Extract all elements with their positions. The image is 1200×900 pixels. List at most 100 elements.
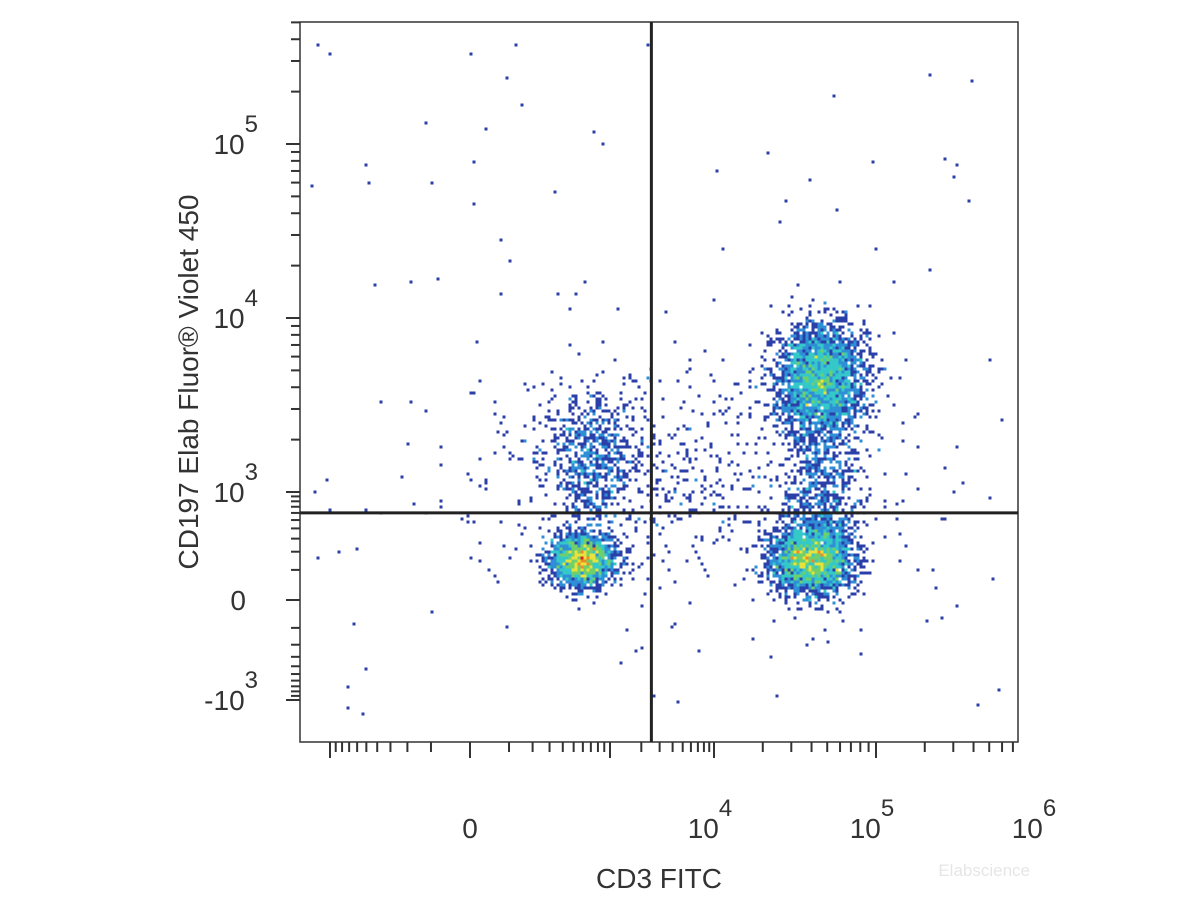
event-dot — [841, 526, 845, 530]
event-dot — [790, 544, 794, 548]
event-dot — [775, 529, 779, 533]
event-dot — [676, 379, 680, 383]
event-dot — [631, 508, 635, 512]
x-tick-label-base: 10 — [850, 813, 881, 844]
event-dot — [784, 589, 788, 593]
event-dot — [793, 433, 797, 437]
event-dot — [769, 583, 773, 587]
event-dot — [535, 466, 539, 470]
event-dot — [577, 415, 581, 419]
event-dot — [808, 469, 812, 473]
event-dot — [856, 340, 860, 344]
event-dot — [820, 607, 824, 611]
event-dot — [820, 382, 824, 386]
event-dot — [625, 403, 629, 407]
event-dot — [685, 370, 689, 374]
event-dot — [841, 520, 845, 524]
event-dot — [847, 346, 851, 350]
event-dot — [841, 541, 845, 545]
event-dot — [736, 421, 740, 425]
event-dot — [553, 565, 557, 569]
event-dot — [820, 400, 824, 404]
event-dot — [580, 463, 584, 467]
event-dot — [790, 580, 794, 584]
event-dot — [613, 436, 617, 440]
event-dot — [814, 340, 818, 344]
event-dot — [826, 586, 830, 590]
event-dot — [610, 574, 614, 578]
event-dot — [892, 280, 896, 284]
event-dot — [628, 517, 632, 521]
event-dot — [610, 457, 614, 461]
event-dot — [604, 574, 608, 578]
event-dot — [775, 406, 779, 410]
event-dot — [808, 505, 812, 509]
event-dot — [595, 556, 599, 560]
event-dot — [559, 586, 563, 590]
event-dot — [799, 370, 803, 374]
event-dot — [790, 574, 794, 578]
event-dot — [784, 421, 788, 425]
event-dot — [799, 448, 803, 452]
event-dot — [829, 460, 833, 464]
event-dot — [826, 352, 830, 356]
event-dot — [733, 382, 737, 386]
event-dot — [865, 343, 869, 347]
event-dot — [802, 376, 806, 380]
event-dot — [997, 688, 1001, 692]
event-dot — [592, 574, 596, 578]
event-dot — [640, 454, 644, 458]
event-dot — [778, 388, 782, 392]
event-dot — [814, 376, 818, 380]
event-dot — [820, 517, 824, 521]
event-dot — [838, 400, 842, 404]
event-dot — [856, 583, 860, 587]
event-dot — [805, 391, 809, 395]
event-dot — [553, 571, 557, 575]
event-dot — [823, 508, 827, 512]
event-dot — [547, 517, 551, 521]
event-dot — [535, 460, 539, 464]
event-dot — [589, 499, 593, 503]
event-dot — [571, 469, 575, 473]
event-dot — [811, 376, 815, 380]
event-dot — [796, 553, 800, 557]
event-dot — [835, 559, 839, 563]
event-dot — [610, 559, 614, 563]
event-dot — [562, 550, 566, 554]
event-dot — [778, 577, 782, 581]
event-dot — [796, 469, 800, 473]
event-dot — [772, 529, 776, 533]
event-dot — [592, 472, 596, 476]
event-dot — [550, 544, 554, 548]
event-dot — [439, 463, 443, 467]
event-dot — [595, 463, 599, 467]
event-dot — [565, 541, 569, 545]
event-dot — [829, 313, 833, 317]
event-dot — [775, 589, 779, 593]
event-dot — [784, 598, 788, 602]
event-dot — [598, 508, 602, 512]
event-dot — [823, 559, 827, 563]
event-dot — [658, 439, 662, 443]
event-dot — [817, 352, 821, 356]
event-dot — [556, 409, 560, 413]
event-dot — [616, 472, 620, 476]
event-dot — [844, 418, 848, 422]
event-dot — [787, 397, 791, 401]
event-dot — [592, 505, 596, 509]
event-dot — [607, 538, 611, 542]
event-dot — [625, 424, 629, 428]
event-dot — [850, 403, 854, 407]
event-dot — [748, 520, 752, 524]
event-dot — [841, 427, 845, 431]
event-dot — [721, 520, 725, 524]
event-dot — [832, 559, 836, 563]
event-dot — [697, 556, 701, 560]
x-tick-label-base: 10 — [688, 813, 719, 844]
event-dot — [832, 595, 836, 599]
event-dot — [865, 424, 869, 428]
event-dot — [829, 493, 833, 497]
event-dot — [805, 595, 809, 599]
event-dot — [571, 481, 575, 485]
